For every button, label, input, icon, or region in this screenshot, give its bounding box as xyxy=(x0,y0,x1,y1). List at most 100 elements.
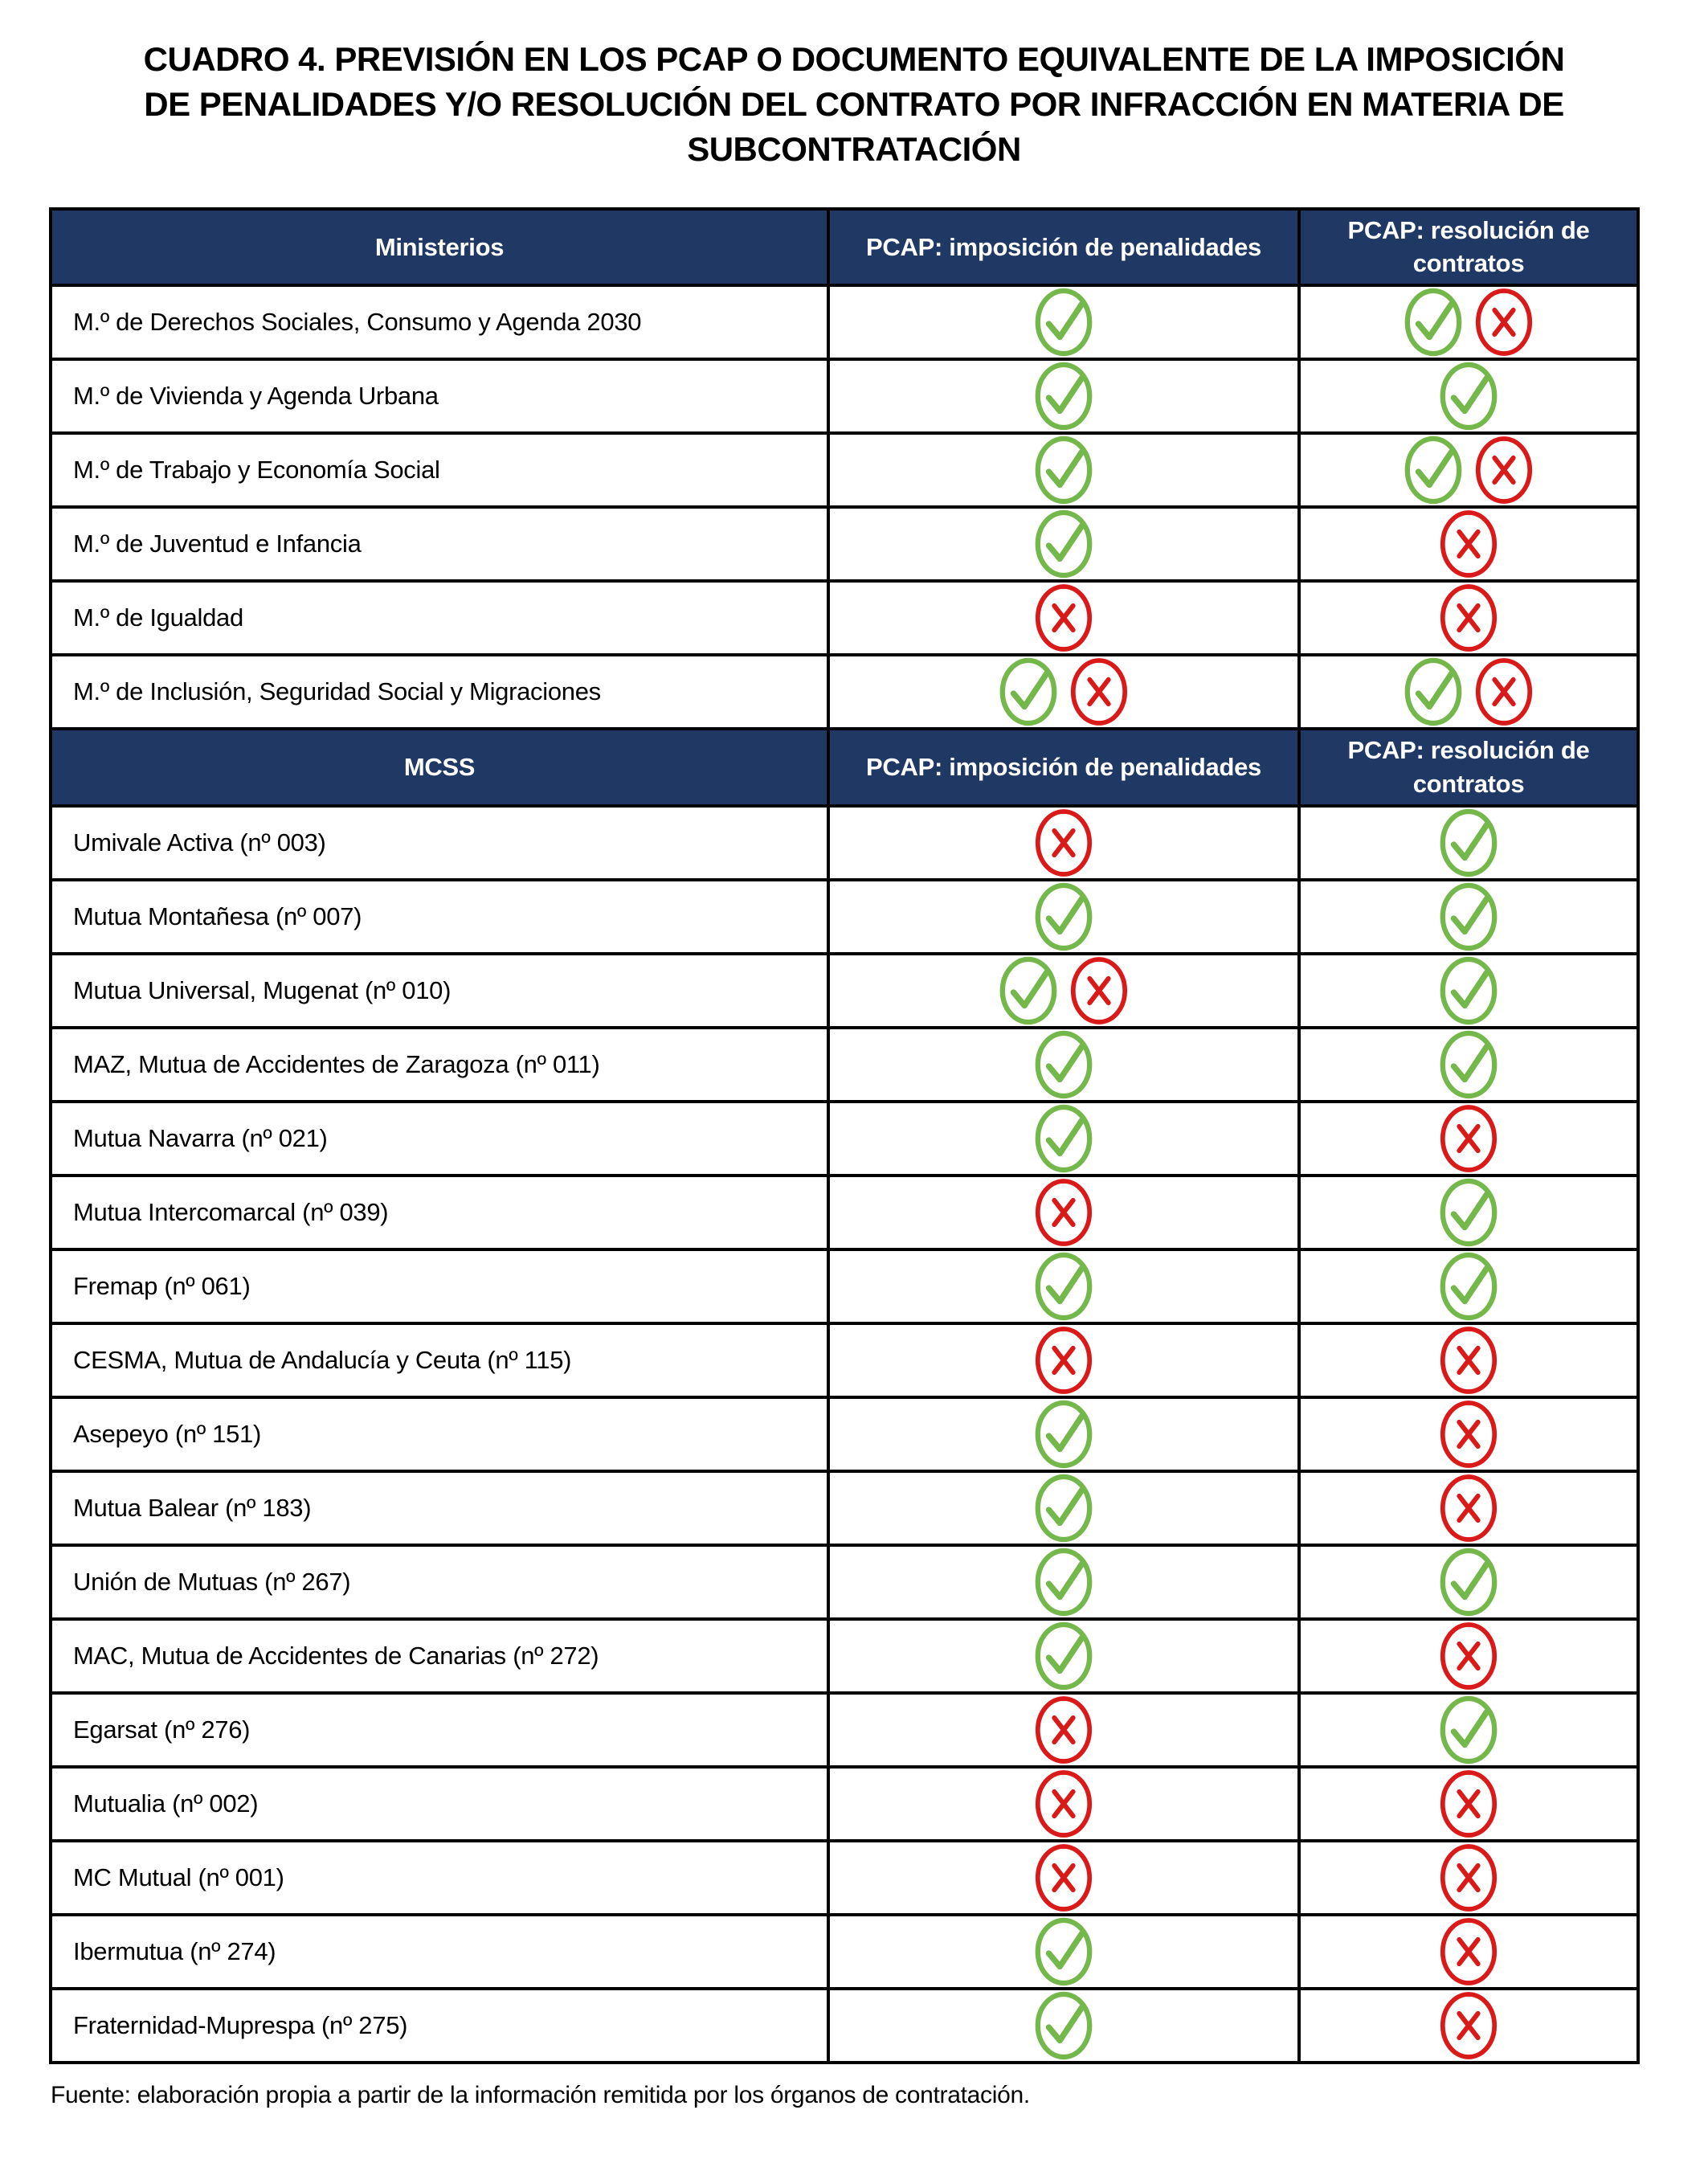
penalidades-cell xyxy=(827,1838,1301,1916)
resolucion-cell xyxy=(1297,1321,1640,1399)
resolucion-cell xyxy=(1297,803,1640,881)
row-label: Fraternidad-Muprespa (nº 275) xyxy=(49,1986,830,2064)
row-label: M.º de Vivienda y Agenda Urbana xyxy=(49,358,830,435)
row-label: Fremap (nº 061) xyxy=(49,1247,830,1325)
cross-icon xyxy=(1069,658,1129,726)
row-label: Umivale Activa (nº 003) xyxy=(49,803,830,881)
cross-icon xyxy=(1034,809,1093,877)
resolucion-cell xyxy=(1297,653,1640,731)
table-row: Mutua Montañesa (nº 007) xyxy=(49,877,1640,955)
cross-icon xyxy=(1034,584,1093,652)
check-icon xyxy=(1439,1030,1498,1098)
row-label: M.º de Inclusión, Seguridad Social y Mig… xyxy=(49,653,830,731)
check-icon xyxy=(999,658,1058,726)
table-row: Fraternidad-Muprespa (nº 275) xyxy=(49,1986,1640,2064)
resolucion-cell xyxy=(1297,579,1640,657)
penalidades-cell xyxy=(827,653,1301,731)
check-icon xyxy=(1034,882,1093,951)
table-row: MAZ, Mutua de Accidentes de Zaragoza (nº… xyxy=(49,1025,1640,1103)
table-row: Fremap (nº 061) xyxy=(49,1247,1640,1325)
row-label: M.º de Juventud e Infancia xyxy=(49,505,830,583)
cross-icon xyxy=(1439,584,1498,652)
check-icon xyxy=(1034,1474,1093,1542)
table-row: CESMA, Mutua de Andalucía y Ceuta (nº 11… xyxy=(49,1321,1640,1399)
resolucion-cell xyxy=(1297,431,1640,509)
row-label: Asepeyo (nº 151) xyxy=(49,1395,830,1473)
row-label: Mutua Balear (nº 183) xyxy=(49,1469,830,1547)
body-paragraph: Tal y como se desprende del cuadro anter… xyxy=(48,2156,1658,2159)
cross-icon xyxy=(1474,288,1534,357)
check-icon xyxy=(1034,436,1093,505)
row-label: MAZ, Mutua de Accidentes de Zaragoza (nº… xyxy=(49,1025,830,1103)
resolucion-cell xyxy=(1297,1395,1640,1473)
table-row: Mutua Intercomarcal (nº 039) xyxy=(49,1173,1640,1251)
cross-icon xyxy=(1439,1105,1498,1172)
row-label: Mutua Intercomarcal (nº 039) xyxy=(49,1173,830,1251)
penalidades-cell xyxy=(827,1469,1301,1547)
table-row: M.º de Inclusión, Seguridad Social y Mig… xyxy=(49,653,1640,731)
row-label: MC Mutual (nº 001) xyxy=(49,1838,830,1916)
resolucion-cell xyxy=(1297,877,1640,955)
table-row: Ibermutua (nº 274) xyxy=(49,1912,1640,1990)
row-label: M.º de Trabajo y Economía Social xyxy=(49,431,830,509)
resolucion-cell xyxy=(1297,1617,1640,1695)
section-header-ministerios: Ministerios PCAP: imposición de penalidad… xyxy=(49,206,1640,288)
row-label: Mutua Navarra (nº 021) xyxy=(49,1099,830,1177)
penalidades-cell xyxy=(827,951,1301,1029)
penalidades-cell xyxy=(827,1986,1301,2064)
check-icon xyxy=(1439,1252,1498,1320)
table-row: M.º de Derechos Sociales, Consumo y Agen… xyxy=(49,284,1640,362)
penalidades-cell xyxy=(827,877,1301,955)
column-header-mcss-1: PCAP: imposición de penalidades xyxy=(827,727,1301,808)
resolucion-cell xyxy=(1297,505,1640,583)
check-icon xyxy=(1439,1695,1498,1764)
penalidades-cell xyxy=(827,1617,1301,1695)
penalidades-cell xyxy=(827,284,1301,362)
resolucion-cell xyxy=(1297,1247,1640,1325)
penalidades-cell xyxy=(827,1321,1301,1399)
cross-icon xyxy=(1439,1770,1498,1838)
check-icon xyxy=(1439,808,1498,877)
table-row: M.º de Vivienda y Agenda Urbana xyxy=(49,358,1640,435)
resolucion-cell xyxy=(1297,1543,1640,1621)
check-icon xyxy=(1034,510,1093,579)
check-icon xyxy=(1034,288,1093,357)
penalidades-cell xyxy=(827,1173,1301,1251)
penalidades-cell xyxy=(827,1247,1301,1325)
page-title: CUADRO 4. PREVISIÓN EN LOS PCAP O DOCUME… xyxy=(143,40,1565,168)
resolucion-cell xyxy=(1297,1025,1640,1103)
cross-icon xyxy=(1034,1327,1093,1394)
penalidades-cell xyxy=(827,1395,1301,1473)
resolucion-cell xyxy=(1297,1173,1640,1251)
penalidades-cell xyxy=(827,431,1301,509)
cuadro-4-table: Ministerios PCAP: imposición de penalidad… xyxy=(49,206,1640,2064)
column-header-mcss-0: MCSS xyxy=(49,727,830,808)
cross-icon xyxy=(1439,1474,1498,1542)
penalidades-cell xyxy=(827,1025,1301,1103)
check-icon xyxy=(1034,362,1093,431)
check-icon xyxy=(1404,658,1463,726)
resolucion-cell xyxy=(1297,1099,1640,1177)
check-icon xyxy=(1034,1621,1093,1690)
row-label: Mutua Montañesa (nº 007) xyxy=(49,877,830,955)
check-icon xyxy=(1034,1252,1093,1320)
cross-icon xyxy=(1034,1844,1093,1912)
penalidades-cell xyxy=(827,1691,1301,1768)
check-icon xyxy=(1439,882,1498,951)
cross-icon xyxy=(1439,1992,1498,2059)
penalidades-cell xyxy=(827,1099,1301,1177)
check-icon xyxy=(1439,956,1498,1024)
cross-icon xyxy=(1034,1696,1093,1764)
resolucion-cell xyxy=(1297,1469,1640,1547)
check-icon xyxy=(1034,1030,1093,1098)
resolucion-cell xyxy=(1297,1838,1640,1916)
row-label: Egarsat (nº 276) xyxy=(49,1691,830,1768)
resolucion-cell xyxy=(1297,1986,1640,2064)
table-row: MC Mutual (nº 001) xyxy=(49,1838,1640,1916)
row-label: Unión de Mutuas (nº 267) xyxy=(49,1543,830,1621)
check-icon xyxy=(1034,1991,1093,2059)
document-page: CUADRO 4. PREVISIÓN EN LOS PCAP O DOCUME… xyxy=(0,37,1708,2159)
source-note: Fuente: elaboración propia a partir de l… xyxy=(51,2081,1030,2108)
table-row: Asepeyo (nº 151) xyxy=(49,1395,1640,1473)
table-row: M.º de Trabajo y Economía Social xyxy=(49,431,1640,509)
